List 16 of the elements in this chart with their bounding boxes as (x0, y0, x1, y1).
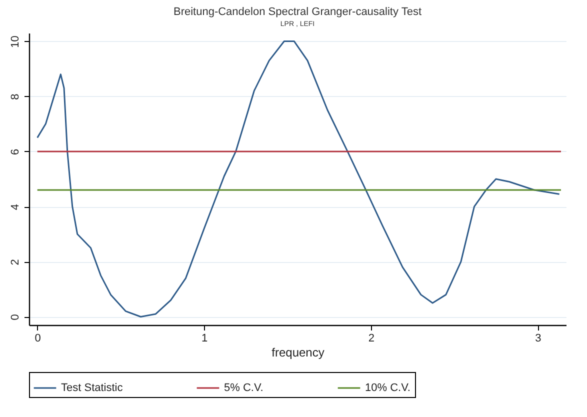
x-tick-label: 2 (368, 332, 374, 344)
x-axis-title: frequency (272, 346, 324, 360)
y-tick-label: 2 (10, 259, 22, 266)
x-tick-label: 3 (535, 332, 542, 344)
x-tick-label: 0 (34, 332, 41, 344)
legend-label: 5% C.V. (224, 382, 264, 394)
y-tick-label: 8 (10, 94, 22, 100)
line-series (36, 40, 560, 318)
y-tick-label: 0 (10, 314, 22, 320)
y-tick-label: 4 (10, 204, 22, 210)
chart-title: Breitung-Candelon Spectral Granger-causality Test (173, 6, 422, 18)
x-tick-label: 1 (202, 332, 208, 344)
y-tick-label: 10 (10, 36, 22, 48)
y-tick-label: 6 (10, 148, 22, 156)
legend-label: 10% C.V. (365, 382, 410, 394)
legend-label: Test Statistic (61, 382, 124, 394)
